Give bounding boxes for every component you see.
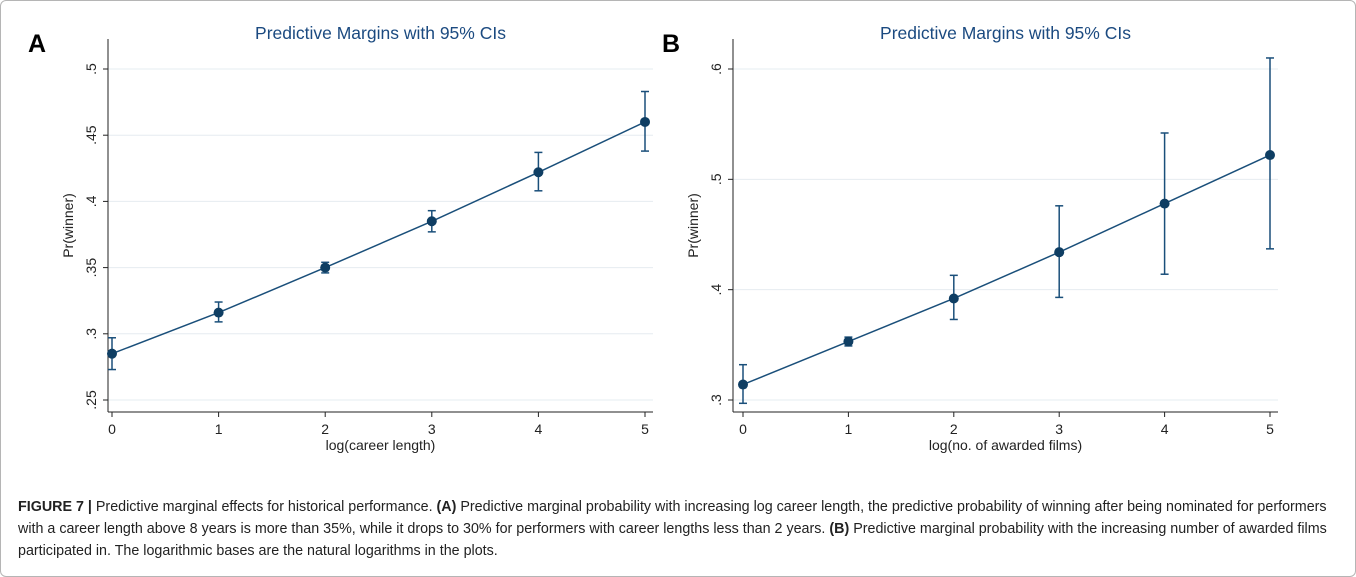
x-tick-label: 0	[108, 421, 116, 437]
caption-panel-b-text: Predictive marginal probability with the…	[18, 521, 1327, 559]
y-tick-label: .3	[83, 328, 99, 340]
x-tick-label: 1	[845, 421, 853, 437]
caption-intro: Predictive marginal effects for historic…	[91, 499, 437, 515]
x-tick-label: 4	[1161, 421, 1169, 437]
data-point	[213, 307, 224, 318]
data-point	[426, 216, 437, 227]
y-tick-label: .25	[83, 390, 99, 410]
data-point	[843, 336, 854, 347]
y-axis-title: Pr(winner)	[60, 193, 76, 258]
plot-title: Predictive Margins with 95% CIs	[255, 23, 506, 43]
data-point	[738, 379, 748, 390]
x-tick-label: 3	[1055, 421, 1063, 437]
y-tick-label: .5	[83, 63, 99, 75]
caption-panel-a-label: (A)	[436, 499, 457, 515]
x-tick-label: 3	[428, 421, 436, 437]
y-tick-label: .35	[83, 258, 99, 278]
x-axis-title: log(career length)	[326, 437, 436, 453]
plot-title: Predictive Margins with 95% CIs	[880, 23, 1131, 43]
data-point	[1054, 247, 1065, 258]
x-tick-label: 5	[641, 421, 649, 437]
y-tick-label: .4	[708, 284, 724, 296]
caption-panel-a-text: Predictive marginal probability with inc…	[18, 499, 1327, 537]
data-point	[533, 167, 544, 178]
caption-figure-label: FIGURE 7 |	[18, 499, 92, 515]
x-tick-label: 4	[535, 421, 543, 437]
x-tick-label: 1	[215, 421, 223, 437]
x-tick-label: 0	[739, 421, 747, 437]
margin-line	[742, 154, 1271, 386]
panel-a-chart: .25 .3 .35 .4 .45 .5 0 1 2 3 4 5 Predictive Margins …	[60, 23, 653, 453]
data-point	[1265, 150, 1275, 161]
x-tick-label: 2	[321, 421, 329, 437]
x-axis-title: log(no. of awarded films)	[929, 437, 1082, 453]
data-point	[320, 262, 331, 273]
data-point	[1159, 198, 1170, 209]
y-tick-label: .45	[83, 125, 99, 145]
data-point	[107, 348, 117, 359]
figure-caption: FIGURE 7 | Predictive marginal effects f…	[18, 496, 1336, 562]
x-tick-label: 2	[950, 421, 958, 437]
data-point	[948, 293, 959, 304]
y-tick-label: .3	[708, 394, 724, 406]
data-point	[640, 116, 650, 127]
y-tick-label: .4	[83, 195, 99, 207]
y-tick-label: .5	[708, 173, 724, 185]
y-tick-label: .6	[708, 63, 724, 75]
panel-label-b: B	[662, 30, 681, 58]
y-axis-title: Pr(winner)	[685, 193, 701, 258]
caption-panel-b-label: (B)	[829, 521, 850, 537]
panel-label-a: A	[28, 30, 47, 58]
margin-line	[111, 121, 646, 355]
x-tick-label: 5	[1266, 421, 1274, 437]
panel-b-chart: .3 .4 .5 .6 0 1 2 3 4 5 Predictive Margins with 95…	[685, 23, 1278, 453]
